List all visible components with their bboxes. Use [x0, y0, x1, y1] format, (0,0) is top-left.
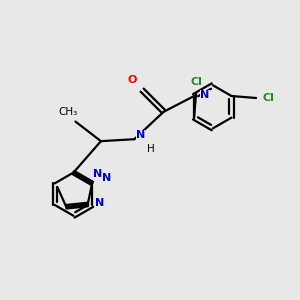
Text: Cl: Cl [263, 93, 275, 103]
Text: N: N [136, 130, 145, 140]
Text: N: N [95, 197, 104, 208]
Text: H: H [147, 144, 155, 154]
Text: Cl: Cl [190, 77, 202, 87]
Text: N: N [93, 169, 103, 178]
Text: CH₃: CH₃ [58, 107, 77, 117]
Text: N: N [102, 173, 112, 184]
Text: O: O [128, 75, 137, 85]
Text: N: N [200, 90, 210, 100]
